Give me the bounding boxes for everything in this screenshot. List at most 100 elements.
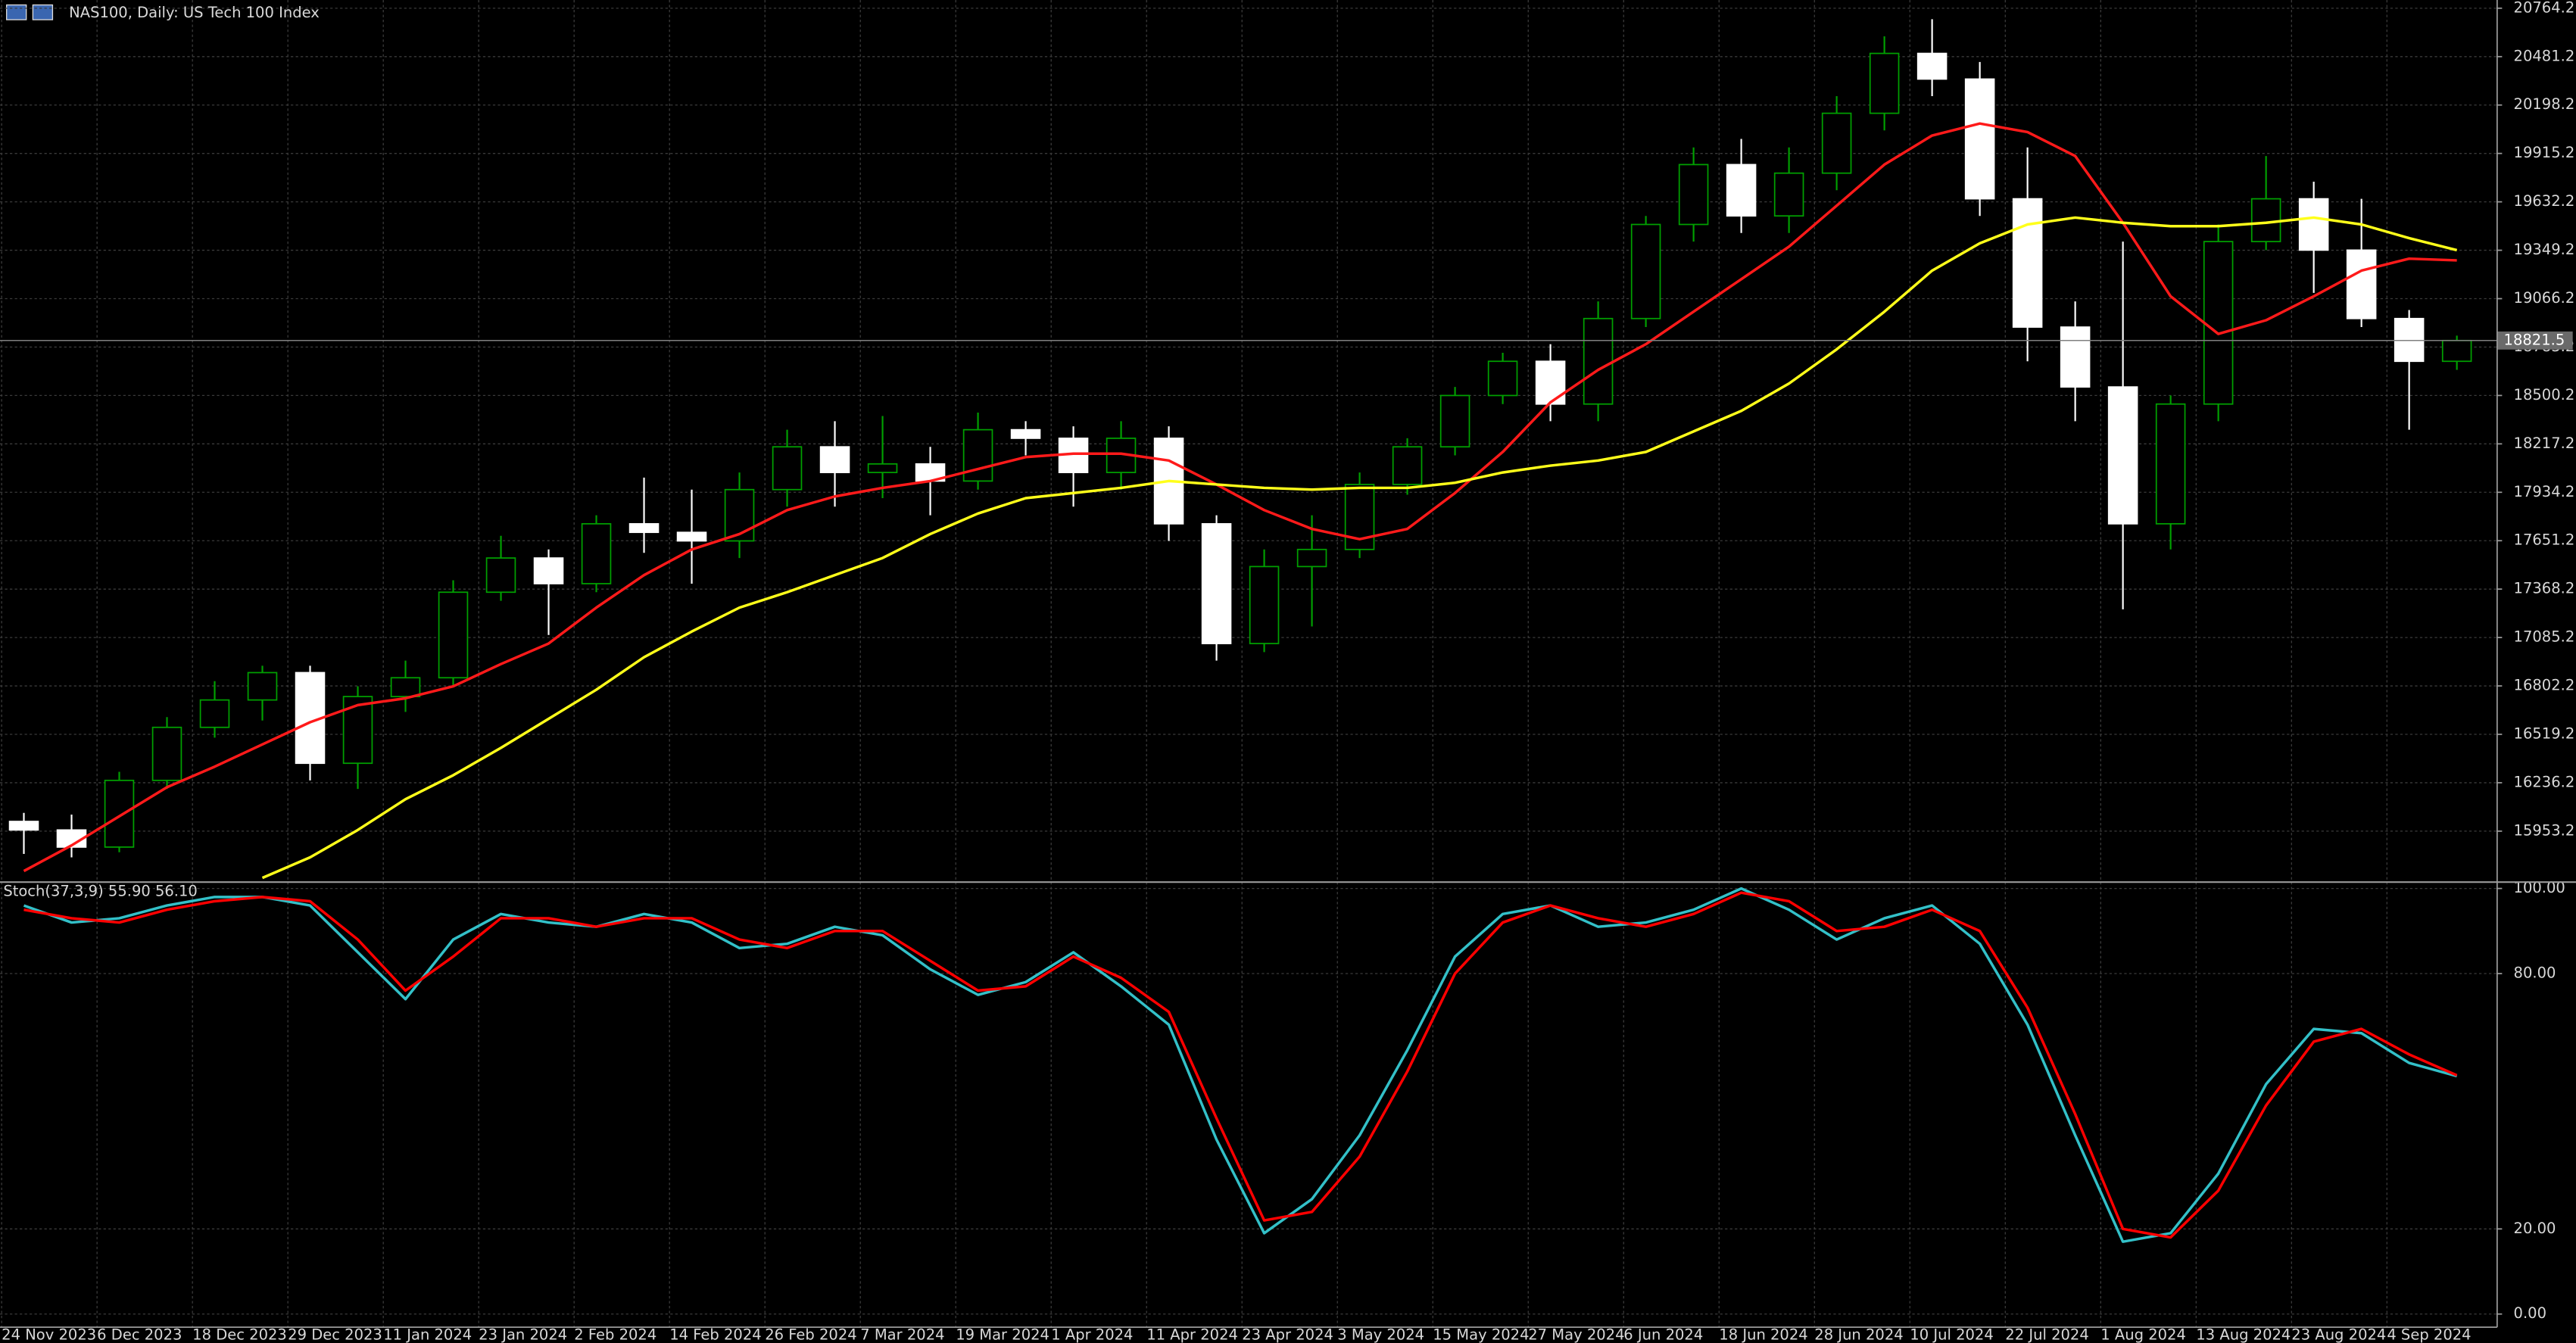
candle-body	[533, 557, 564, 584]
candle-body	[1773, 172, 1804, 217]
candle-body	[2298, 198, 2329, 251]
x-tick-label: 7 Mar 2024	[860, 1326, 944, 1343]
x-tick-label: 11 Jan 2024	[383, 1326, 472, 1343]
y-tick-label: 16519.2	[2514, 724, 2575, 742]
chart-title: NAS100, Daily: US Tech 100 Index	[69, 4, 320, 21]
candle-body	[8, 821, 39, 831]
y-tick-label: 20481.2	[2514, 47, 2575, 64]
x-tick-label: 28 Jun 2024	[1814, 1326, 1903, 1343]
candle-body	[1487, 360, 1518, 397]
x-tick-label: 10 Jul 2024	[1910, 1326, 1993, 1343]
x-tick-label: 22 Jul 2024	[2005, 1326, 2088, 1343]
candle-body	[1201, 523, 1232, 644]
y-tick-label: 20.00	[2514, 1220, 2556, 1237]
y-tick-label: 19915.2	[2514, 144, 2575, 161]
moving-average-line	[23, 122, 2457, 873]
candle-body	[676, 531, 707, 542]
y-tick-label: 18500.2	[2514, 386, 2575, 404]
candle-body	[2155, 403, 2186, 525]
x-tick-label: 4 Sep 2024	[2387, 1326, 2471, 1343]
candle-body	[56, 829, 87, 848]
candle-body	[151, 726, 182, 781]
candle-body	[1583, 317, 1614, 405]
candle-body	[2346, 249, 2377, 319]
candle-body	[1249, 566, 1280, 644]
x-tick-label: 6 Jun 2024	[1623, 1326, 1703, 1343]
candle-body	[1726, 164, 1757, 217]
candle-body	[962, 428, 993, 482]
y-tick-label: 17934.2	[2514, 483, 2575, 500]
candle-body	[819, 446, 850, 473]
x-tick-label: 11 Apr 2024	[1146, 1326, 1238, 1343]
x-tick-label: 13 Aug 2024	[2196, 1326, 2291, 1343]
y-tick-label: 17651.2	[2514, 531, 2575, 549]
candle-body	[438, 591, 469, 679]
y-tick-label: 19066.2	[2514, 289, 2575, 307]
candle-body	[104, 779, 135, 848]
x-tick-label: 2 Feb 2024	[574, 1326, 656, 1343]
candle-body	[2203, 241, 2234, 405]
candle-body	[1392, 446, 1423, 485]
candle-body	[199, 699, 230, 728]
y-tick-label: 100.00	[2514, 879, 2565, 896]
candle-body	[867, 463, 898, 473]
moving-average-line	[261, 216, 2458, 880]
x-tick-label: 27 May 2024	[1528, 1326, 1624, 1343]
y-tick-label: 20198.2	[2514, 95, 2575, 113]
x-tick-label: 3 May 2024	[1337, 1326, 1424, 1343]
candle-body	[2107, 386, 2138, 525]
candle-body	[1535, 360, 1566, 405]
candle-body	[2060, 326, 2091, 388]
indicator-title: Stoch(37,3,9) 55.90 56.10	[3, 883, 198, 900]
y-tick-label: 15953.2	[2514, 821, 2575, 839]
candle-body	[1439, 394, 1470, 448]
y-tick-label: 80.00	[2514, 964, 2556, 982]
candle-body	[724, 488, 755, 542]
y-tick-label: 18217.2	[2514, 435, 2575, 452]
candle-body	[581, 523, 612, 584]
indicator-line	[23, 887, 2458, 1243]
candle-body	[628, 523, 660, 534]
candle-body	[1296, 548, 1327, 568]
x-tick-label: 23 Apr 2024	[1242, 1326, 1333, 1343]
x-tick-label: 26 Feb 2024	[765, 1326, 856, 1343]
x-tick-label: 18 Jun 2024	[1719, 1326, 1807, 1343]
candle-body	[2250, 198, 2281, 242]
candle-body	[1916, 52, 1948, 80]
x-tick-label: 1 Aug 2024	[2100, 1326, 2186, 1343]
x-tick-label: 14 Feb 2024	[669, 1326, 761, 1343]
candle-body	[1821, 112, 1852, 174]
candle-body	[1010, 428, 1041, 439]
y-tick-label: 17368.2	[2514, 580, 2575, 597]
x-tick-label: 23 Aug 2024	[2291, 1326, 2386, 1343]
candle-body	[1630, 223, 1661, 319]
y-tick-label: 17085.2	[2514, 628, 2575, 646]
candle-body	[2394, 317, 2425, 363]
candle-body	[2441, 339, 2472, 363]
x-tick-label: 24 Nov 2023	[2, 1326, 96, 1343]
x-tick-label: 29 Dec 2023	[288, 1326, 382, 1343]
y-tick-label: 19349.2	[2514, 241, 2575, 258]
x-tick-label: 1 Apr 2024	[1051, 1326, 1133, 1343]
candle-body	[342, 696, 373, 765]
x-tick-label: 18 Dec 2023	[192, 1326, 287, 1343]
last-price-box	[2496, 331, 2573, 350]
candle-body	[2012, 198, 2043, 328]
y-tick-label: 16236.2	[2514, 773, 2575, 790]
candle-body	[1678, 164, 1709, 226]
candle-body	[1964, 78, 1995, 200]
candle-body	[247, 672, 278, 701]
x-tick-label: 23 Jan 2024	[479, 1326, 567, 1343]
x-tick-label: 6 Dec 2023	[97, 1326, 182, 1343]
indicator-line	[23, 891, 2458, 1239]
candle-body	[1869, 52, 1900, 114]
y-tick-label: 20764.2	[2514, 0, 2575, 16]
x-tick-label: 19 Mar 2024	[956, 1326, 1049, 1343]
candle-body	[390, 677, 421, 697]
y-tick-label: 16802.2	[2514, 677, 2575, 694]
candle-body	[772, 446, 803, 491]
last-price-label: 18821.5	[2504, 331, 2565, 348]
x-tick-label: 15 May 2024	[1433, 1326, 1529, 1343]
